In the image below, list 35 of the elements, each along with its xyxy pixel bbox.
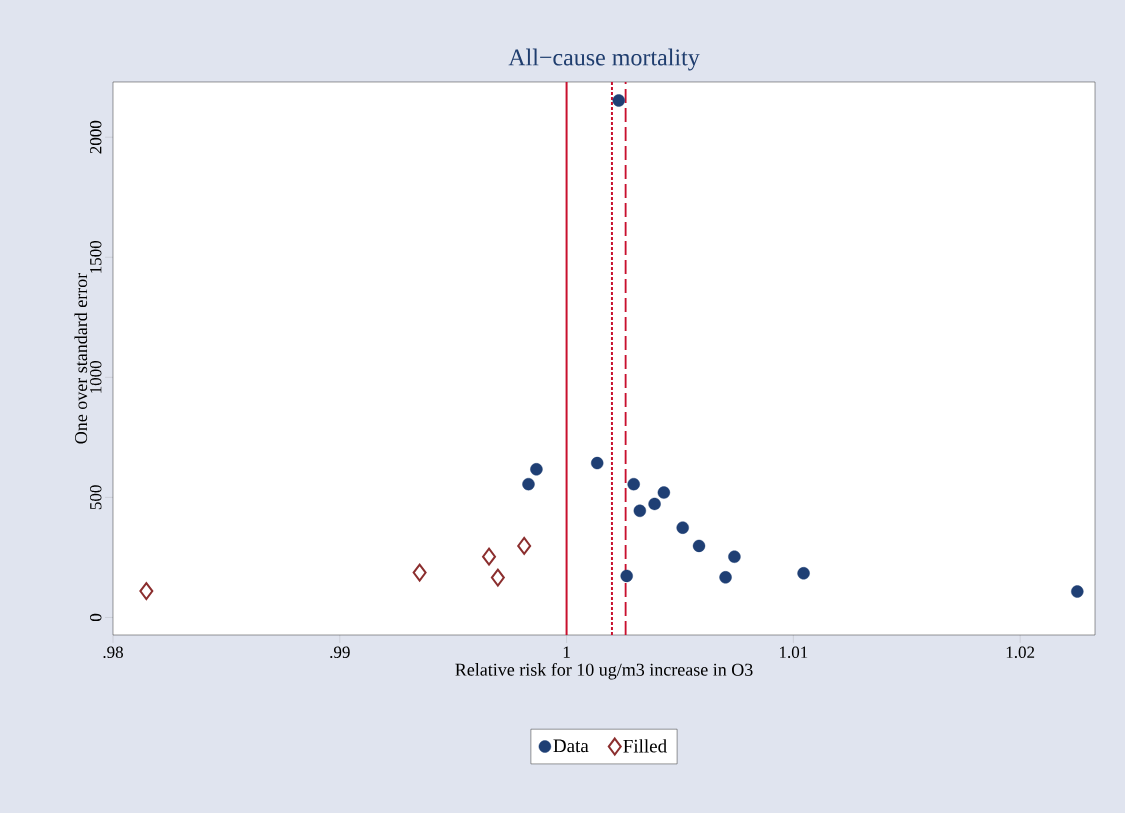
point <box>620 569 633 583</box>
y-tick-label: 2000 <box>90 120 102 154</box>
y-tick-label: 500 <box>90 485 102 510</box>
point <box>627 477 640 491</box>
point <box>612 94 625 107</box>
point <box>719 571 732 584</box>
point <box>490 568 505 587</box>
x-tick-label: 1.01 <box>779 646 808 659</box>
y-tick-label: 1000 <box>90 360 102 393</box>
y-axis-title: One over standard error <box>74 272 88 444</box>
point <box>657 486 671 499</box>
y-tick-label: 1500 <box>90 240 102 273</box>
point <box>591 456 604 470</box>
point <box>412 563 427 582</box>
x-tick-label: 1 <box>563 646 570 658</box>
point <box>728 550 741 563</box>
point <box>530 463 543 476</box>
legend-label: Filled <box>623 739 667 753</box>
x-axis-title: Relative risk for 10 ug/m3 increase in O3 <box>455 662 753 680</box>
point <box>522 477 535 491</box>
point <box>633 504 647 518</box>
point <box>797 567 810 580</box>
point <box>517 536 532 555</box>
legend-label: Data <box>553 739 589 753</box>
point <box>648 497 661 511</box>
y-tick-label: 0 <box>90 613 102 622</box>
x-tick-label: .99 <box>330 646 350 659</box>
point <box>482 547 497 566</box>
point <box>1071 585 1084 598</box>
point <box>676 521 689 534</box>
point <box>139 582 154 601</box>
x-tick-label: .98 <box>103 646 123 659</box>
x-tick-label: 1.02 <box>1006 646 1035 659</box>
chart-title: All−cause mortality <box>508 48 700 71</box>
point <box>692 539 706 553</box>
